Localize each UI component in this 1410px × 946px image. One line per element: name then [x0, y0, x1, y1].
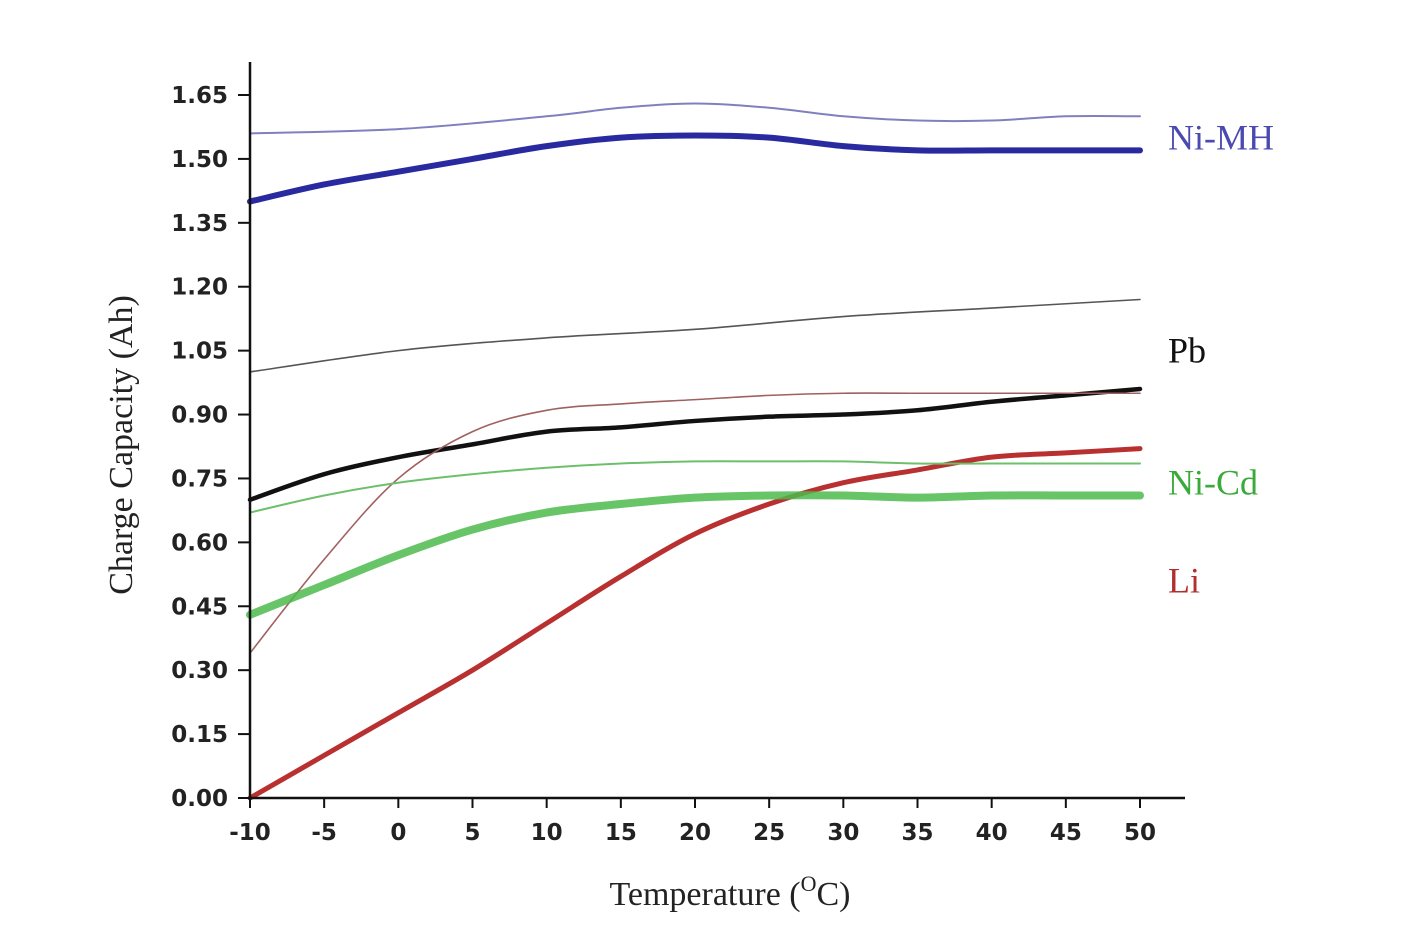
x-tick-label: 15 [605, 820, 637, 846]
series-line-ni-mh-thin [249, 102, 1141, 135]
y-axis-title: Charge Capacity (Ah) [103, 295, 140, 595]
y-tick-label: 0.45 [171, 594, 228, 620]
x-tick-label: 20 [679, 820, 711, 846]
y-tick-label: 0.90 [171, 403, 228, 429]
series-line-ni-cd-thick [246, 491, 1144, 619]
x-axis-title: Temperature (OC) [609, 871, 850, 913]
x-tick-label: -5 [311, 820, 337, 846]
series-line-pb-thin [249, 298, 1141, 373]
x-axis-title-main: Temperature ( [609, 876, 800, 913]
x-tick-label: 5 [464, 820, 480, 846]
legend-label-ni-cd: Ni-Cd [1168, 463, 1258, 503]
x-tick-label: 45 [1050, 820, 1082, 846]
series-line-li-thin [249, 392, 1141, 654]
y-tick-label: 0.15 [171, 722, 228, 748]
x-tick-label: 40 [976, 820, 1008, 846]
x-axis-title-tail: C) [817, 876, 851, 913]
series-line-pb-thick [247, 386, 1143, 503]
tick-layer: 0.00 0.15 0.30 0.45 0.60 0.75 0.90 1.05 1.20 1.35… [171, 83, 1156, 846]
axis-layer [248, 62, 1185, 800]
x-tick-label: 35 [901, 820, 933, 846]
series-line-li-thick [247, 446, 1143, 801]
legend-label-ni-mh: Ni-MH [1168, 118, 1274, 158]
legend-label-li: Li [1168, 561, 1200, 601]
y-tick-label: 1.50 [171, 147, 228, 173]
y-tick-label: 0.30 [171, 658, 228, 684]
x-tick-label: 10 [531, 820, 563, 846]
y-tick-label: 0.75 [171, 466, 228, 492]
y-tick-label: 1.20 [171, 275, 228, 301]
legend-layer: Ni-MH Pb Ni-Cd Li [1168, 118, 1274, 601]
x-tick-label: 50 [1124, 820, 1156, 846]
x-tick-label: 25 [753, 820, 785, 846]
series-line-ni-mh-thick [247, 132, 1143, 205]
y-tick-label: 0.60 [171, 530, 228, 556]
legend-label-pb: Pb [1168, 331, 1206, 371]
series-layer [246, 102, 1144, 801]
y-tick-label: 1.05 [171, 339, 228, 365]
y-tick-label: 1.35 [171, 211, 228, 237]
x-tick-label: 0 [390, 820, 406, 846]
series-line-ni-cd-thin [249, 460, 1141, 514]
x-tick-label: -10 [229, 820, 271, 846]
y-tick-label: 1.65 [171, 83, 228, 109]
x-axis-title-superscript: O [801, 871, 817, 896]
y-tick-label: 0.00 [171, 786, 228, 812]
x-tick-label: 30 [827, 820, 859, 846]
